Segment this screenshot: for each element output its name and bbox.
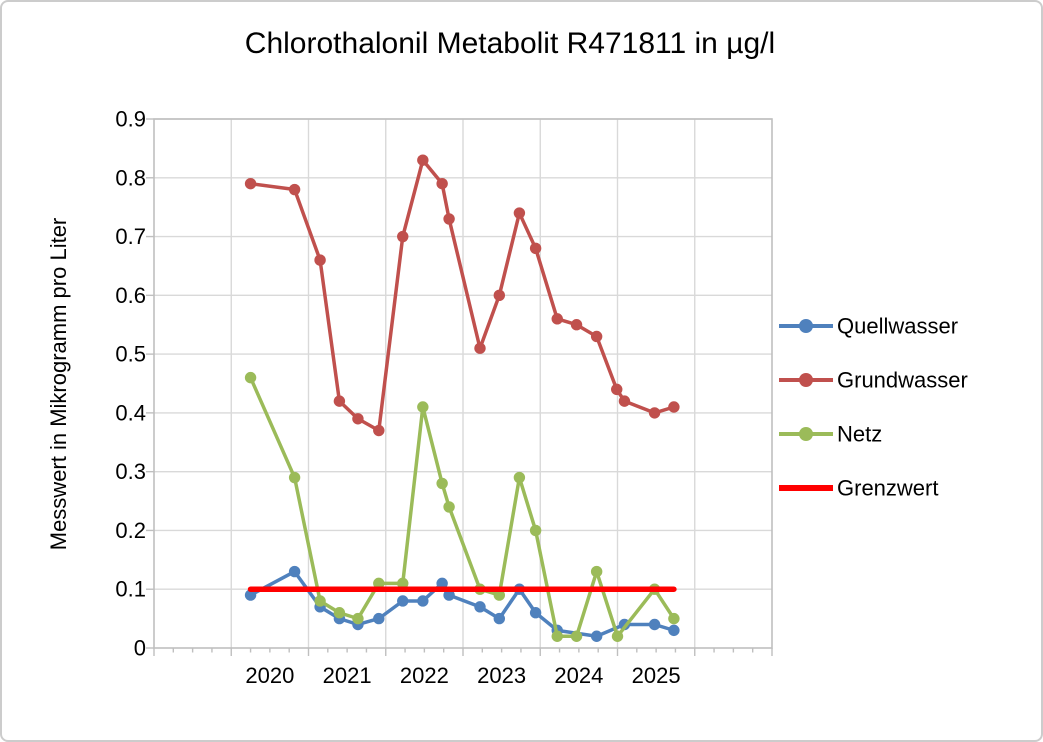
plot-area: 0 0.1 0.2 0.3 0.4 0.5 0.6 0.7 0.8 0.9 2020 2021 2022…: [115, 107, 773, 688]
legend-marker-netz: [799, 427, 813, 441]
series-line-quellwasser: [248, 569, 676, 638]
data-point-netz: [397, 577, 409, 590]
data-point-netz: [668, 612, 680, 625]
legend-item-grundwasser: Grundwasser: [779, 368, 968, 393]
data-point-grundwasser: [244, 177, 257, 190]
data-point-netz: [373, 577, 385, 590]
y-tick-label: 0.5: [115, 342, 146, 367]
data-point-netz: [443, 501, 455, 513]
x-tick-label: 2020: [245, 663, 294, 688]
y-tick-label: 0.8: [115, 165, 146, 190]
data-point-netz: [244, 371, 257, 384]
x-tick-label: 2025: [632, 663, 681, 688]
data-point-quellwasser: [417, 595, 429, 607]
data-point-grundwasser: [436, 177, 448, 190]
data-point-quellwasser: [397, 595, 409, 607]
y-tick-label: 0.3: [115, 459, 146, 484]
data-point-grundwasser: [417, 154, 429, 166]
data-point-grundwasser: [314, 254, 326, 266]
data-point-netz: [529, 524, 542, 537]
data-point-grundwasser: [474, 342, 486, 354]
legend-label-grundwasser: Grundwasser: [837, 368, 968, 393]
data-point-grundwasser: [333, 395, 346, 407]
data-point-netz: [551, 630, 563, 642]
x-tick-label: 2023: [477, 663, 526, 688]
data-point-grundwasser: [493, 289, 506, 302]
data-point-netz: [436, 477, 448, 490]
x-tick-label: 2024: [554, 663, 603, 688]
data-point-grundwasser: [668, 401, 680, 413]
data-point-quellwasser: [493, 612, 506, 625]
data-point-grundwasser: [648, 407, 661, 419]
legend-item-netz: Netz: [779, 422, 882, 447]
data-point-quellwasser: [474, 601, 486, 613]
data-point-netz: [314, 595, 326, 607]
data-point-grundwasser: [570, 319, 583, 331]
data-point-grundwasser: [513, 207, 526, 219]
y-tick-label: 0.6: [115, 283, 146, 308]
data-point-grundwasser: [618, 395, 631, 407]
x-tick-label: 2021: [323, 663, 372, 688]
data-point-quellwasser: [529, 607, 542, 619]
chart-title: Chlorothalonil Metabolit R471811 in µg/l: [245, 27, 775, 60]
data-point-netz: [288, 471, 301, 484]
legend-item-grenzwert: Grenzwert: [779, 476, 938, 501]
data-point-quellwasser: [436, 577, 448, 590]
y-tick-label: 0.9: [115, 107, 146, 132]
data-point-netz: [590, 565, 603, 578]
data-point-grundwasser: [397, 230, 409, 243]
data-point-grundwasser: [352, 413, 364, 425]
data-point-quellwasser: [373, 612, 385, 625]
series-quellwasser: [244, 565, 680, 642]
data-point-quellwasser: [443, 589, 455, 601]
data-point-netz: [611, 630, 624, 642]
y-tick-label: 0.4: [115, 400, 146, 425]
data-point-grundwasser: [529, 242, 542, 255]
data-point-grundwasser: [443, 213, 455, 225]
data-point-netz: [417, 401, 429, 413]
y-axis-label: Messwert in Mikrogramm pro Liter: [46, 218, 71, 551]
legend-marker-quellwasser: [799, 319, 813, 333]
data-point-quellwasser: [590, 630, 603, 642]
data-point-quellwasser: [288, 565, 301, 578]
data-point-grundwasser: [373, 424, 385, 437]
data-point-grundwasser: [551, 313, 563, 325]
data-point-quellwasser: [648, 618, 661, 631]
y-tick-label: 0: [134, 636, 146, 661]
series-netz: [244, 371, 680, 642]
data-point-grundwasser: [288, 183, 301, 196]
legend-label-grenzwert: Grenzwert: [837, 476, 938, 501]
data-point-netz: [513, 471, 526, 484]
data-point-netz: [352, 612, 364, 625]
data-point-grundwasser: [611, 383, 623, 396]
y-tick-label: 0.2: [115, 518, 146, 543]
legend-item-quellwasser: Quellwasser: [779, 314, 958, 339]
legend-label-quellwasser: Quellwasser: [837, 314, 958, 339]
data-point-netz: [570, 630, 583, 642]
data-point-netz: [333, 607, 346, 619]
series-grundwasser: [244, 154, 680, 437]
x-tick-label: 2022: [400, 663, 449, 688]
data-point-grundwasser: [590, 330, 603, 343]
chart-legend: Quellwasser Grundwasser Netz Grenzwert: [779, 314, 968, 501]
y-tick-label: 0.7: [115, 224, 146, 249]
data-point-netz: [493, 589, 506, 601]
data-point-quellwasser: [244, 589, 257, 601]
legend-marker-grundwasser: [799, 373, 813, 387]
legend-label-netz: Netz: [837, 422, 882, 447]
data-point-quellwasser: [668, 624, 680, 637]
y-tick-label: 0.1: [115, 577, 146, 602]
